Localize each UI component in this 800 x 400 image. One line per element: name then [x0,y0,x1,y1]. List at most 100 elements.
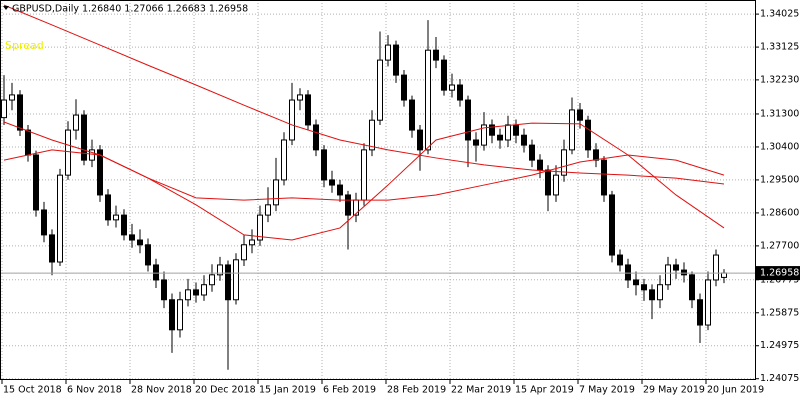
candle-body [329,179,335,186]
moving-average-line [3,121,725,241]
candle-body [521,134,527,146]
y-tick-label: 1.24975 [760,340,799,351]
candle-body [313,124,319,151]
candle-body [297,94,303,101]
y-tick-label: 1.34025 [760,9,799,20]
candle-body [41,209,47,236]
candle-body [697,299,703,326]
candle-body [657,284,663,301]
candle-body [1,99,7,119]
candle-body [497,134,503,141]
candle-body [337,184,343,196]
x-tick-label: 22 Mar 2019 [451,385,511,396]
grid [0,0,755,380]
x-tick-label: 28 Feb 2019 [387,385,446,396]
candle-body [665,264,671,286]
candle-body [433,49,439,61]
candle-body [713,254,719,281]
candle-body [577,109,583,121]
x-tick-label: 29 May 2019 [643,385,705,396]
candle-body [113,214,119,221]
y-tick-label: 1.29500 [760,174,799,185]
candle-body [537,159,543,171]
candle-body [265,204,271,216]
y-tick-label: 1.25875 [760,307,799,318]
candle-body [465,99,471,141]
spread-label: Spread [5,39,44,52]
candle-body [393,44,399,76]
candle-body [585,119,591,151]
candle-body [361,149,367,201]
candle-body [481,124,487,146]
x-tick-label: 20 Jun 2019 [707,385,764,396]
candle-body [121,214,127,236]
candle-body [625,264,631,281]
moving-averages [3,4,725,241]
candle-body [617,254,623,266]
x-tick-label: 6 Feb 2019 [323,385,376,396]
x-tick-label: 15 Apr 2019 [515,385,574,396]
candle-body [721,272,727,278]
candle-body [489,124,495,136]
x-tick-label: 28 Nov 2018 [131,385,192,396]
candle-body [561,149,567,176]
symbol-icon [3,6,9,10]
axes: 1.34025 1.33125 1.32230 1.31300 1.30400 1.295… [0,9,800,396]
candle-body [25,129,31,156]
candle-body [681,269,687,276]
candle-body [145,244,151,266]
candle-body [593,149,599,161]
candle-body [153,264,159,281]
candle-body [689,274,695,301]
candle-body [305,94,311,126]
candle-body [185,289,191,301]
chart-title: GBPUSD,Daily 1.26840 1.27066 1.26683 1.2… [12,4,248,15]
candle-body [169,299,175,331]
candle-body [161,279,167,301]
candle-body [33,154,39,211]
y-tick-label: 1.24075 [760,373,799,384]
moving-average-line [3,4,725,185]
candle-body [345,194,351,216]
candle-body [385,44,391,61]
candle-body [49,234,55,263]
candle-body [137,239,143,246]
candle-body [249,239,255,246]
plot-border [0,0,756,380]
candle-body [217,264,223,276]
candle-body [201,284,207,296]
x-tick-label: 6 Nov 2018 [67,385,122,396]
candle-body [529,144,535,161]
candle-body [225,264,231,301]
candle-body [209,274,215,286]
candle-body [233,259,239,301]
candle-body [673,264,679,271]
candle-body [97,149,103,196]
candle-body [401,74,407,101]
candle-body [505,124,511,141]
candle-body [257,214,263,241]
candle-body [281,139,287,181]
candle-body [609,194,615,256]
candle-body [569,109,575,151]
candle-body [177,299,183,331]
candle-body [353,199,359,216]
candle-body [73,114,79,131]
y-tick-label: 1.28600 [760,207,799,218]
candle-body [321,149,327,181]
current-price-label: 1.26958 [760,268,799,279]
candle-body [705,279,711,326]
candle-body [273,179,279,206]
candle-body [417,129,423,151]
candle-body [377,59,383,121]
x-tick-label: 20 Dec 2018 [195,385,256,396]
candle-body [241,244,247,261]
candle-body [441,59,447,91]
candle-body [409,99,415,131]
candle-body [9,94,15,101]
candle-body [105,194,111,221]
candle-body [81,114,87,161]
y-tick-label: 1.30400 [760,141,799,152]
candle-body [553,174,559,196]
candle-body [633,279,639,286]
